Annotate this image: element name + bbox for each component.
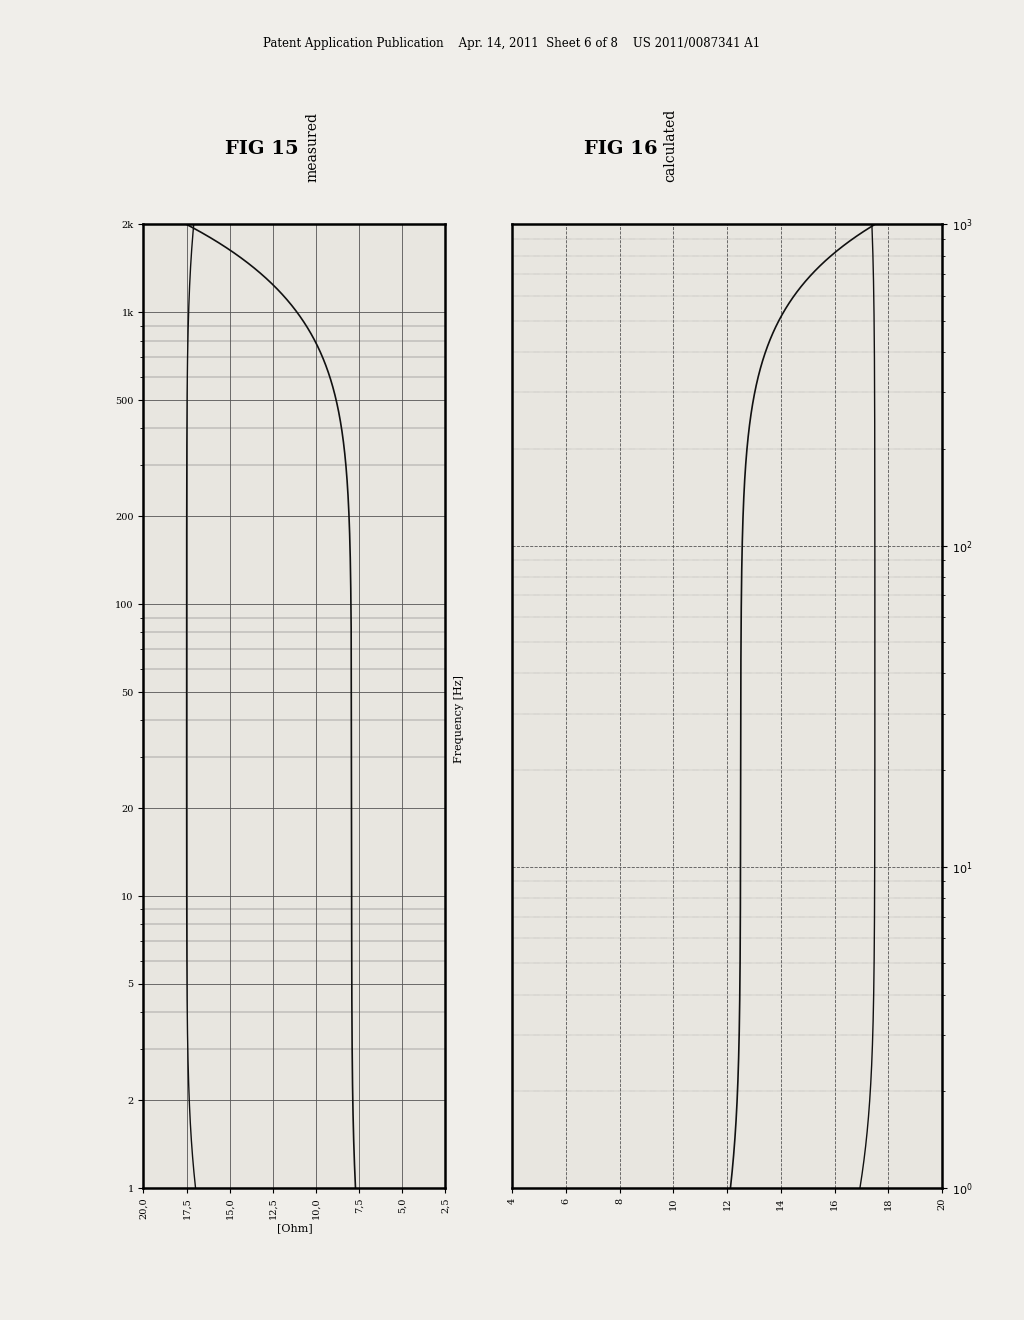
- Text: measured: measured: [305, 112, 319, 182]
- Text: FIG 16: FIG 16: [584, 140, 657, 158]
- Text: Frequency [Hz]: Frequency [Hz]: [454, 676, 464, 763]
- X-axis label: [Ohm]: [Ohm]: [276, 1224, 312, 1234]
- Text: Patent Application Publication    Apr. 14, 2011  Sheet 6 of 8    US 2011/0087341: Patent Application Publication Apr. 14, …: [263, 37, 761, 50]
- Text: calculated: calculated: [664, 110, 678, 182]
- Text: FIG 15: FIG 15: [225, 140, 299, 158]
